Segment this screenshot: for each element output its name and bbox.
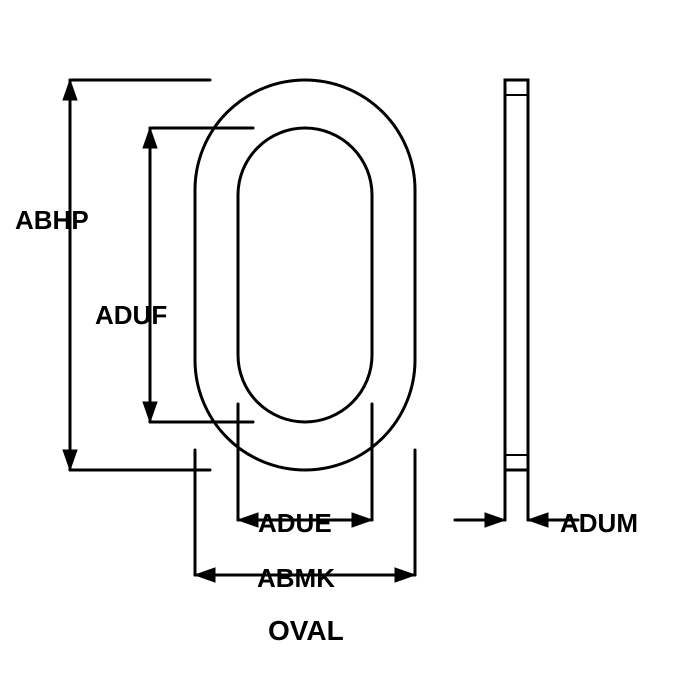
- label-adue: ADUE: [258, 508, 332, 539]
- label-abhp: ABHP: [15, 205, 89, 236]
- diagram-container: ABHP ADUF ADUE ABMK ADUM OVAL: [0, 0, 690, 690]
- label-abmk: ABMK: [257, 563, 335, 594]
- label-adum: ADUM: [560, 508, 638, 539]
- engineering-drawing: [0, 0, 690, 690]
- title: OVAL: [268, 615, 344, 647]
- label-aduf: ADUF: [95, 300, 167, 331]
